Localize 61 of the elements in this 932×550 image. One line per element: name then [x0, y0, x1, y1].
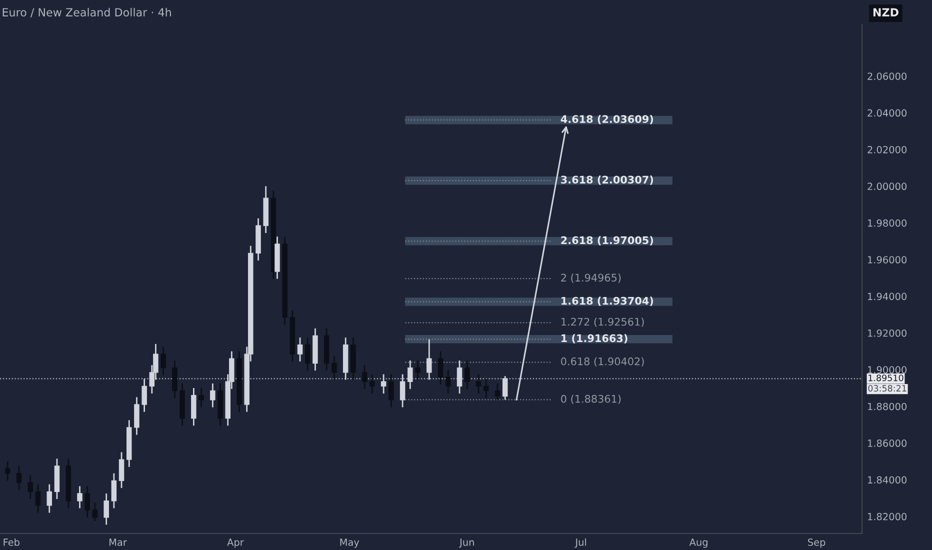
y-tick-label: 1.92000: [868, 329, 907, 337]
ref-line-label: 3.618 (2.00307): [561, 176, 654, 185]
y-tick-label: 1.86000: [868, 440, 907, 447]
candlestick: [210, 382, 216, 408]
ref-line-label: 2.618 (1.97005): [561, 236, 654, 246]
candlestick: [380, 374, 386, 394]
candlestick: [388, 374, 394, 408]
text: 03:58:21: [868, 384, 906, 392]
candlestick: [456, 360, 462, 394]
candlestick: [172, 360, 178, 399]
y-tick-label: 2.04000: [868, 109, 907, 117]
candlestick: [415, 360, 420, 380]
chart-title: Euro / New Zealand Dollar · 4h: [2, 8, 171, 18]
ref-line-label: 2 (1.94965): [561, 274, 621, 283]
y-tick-label: 1.82000: [868, 512, 907, 520]
candlestick: [118, 452, 124, 489]
ref-line-label: 1.272 (1.92561): [562, 318, 644, 327]
candlestick: [370, 374, 375, 394]
x-tick-label: Jul: [574, 538, 586, 548]
ref-line-label: 1 (1.91663): [562, 334, 628, 344]
candlestick: [476, 374, 482, 394]
candlestick: [160, 346, 166, 376]
candlestick: [502, 375, 508, 400]
candlestick: [464, 360, 470, 390]
x-tick-label: May: [340, 538, 360, 548]
ref-line-label: 4.618 (2.03609): [560, 114, 654, 124]
x-tick-label: Aug: [689, 538, 708, 548]
candlestick: [191, 387, 196, 426]
y-tick-label: 2.00000: [868, 182, 907, 190]
y-tick-label: 1.90000: [868, 366, 907, 374]
y-tick-label: 1.98000: [868, 219, 907, 227]
y-tick-label: 1.88000: [868, 402, 907, 410]
ref-line-label: 1.89510: [868, 374, 904, 382]
x-tick-label: Mar: [110, 538, 127, 546]
candlestick: [400, 374, 406, 408]
y-tick-label: 2.06000: [868, 72, 907, 80]
candlestick: [304, 336, 310, 372]
y-tick-label: 2.02000: [868, 146, 907, 154]
candlestick: [142, 378, 147, 413]
x-tick-label: Apr: [227, 538, 244, 548]
candlestick: [362, 364, 368, 390]
candlestick: [332, 355, 337, 380]
x-tick-label: Jun: [459, 538, 474, 548]
y-tick-label: 1.96000: [868, 256, 907, 264]
ref-line-label: 0 (1.88361): [561, 394, 621, 404]
candlestick: [483, 378, 489, 399]
ref-line-label: 1.618 (1.93704): [562, 296, 654, 306]
y-tick-label: 1.94000: [868, 292, 907, 300]
candlestick: [426, 338, 432, 380]
candlestick: [134, 396, 140, 436]
candlestick: [438, 350, 444, 386]
ref-line-label: 0.618 (1.90402): [561, 357, 644, 367]
candlestick: [446, 368, 451, 394]
candlestick: [198, 387, 204, 408]
x-tick-label: Sep: [808, 538, 826, 548]
candlestick: [297, 336, 303, 362]
y-axis-title: NZD: [873, 8, 898, 16]
candlestick: [494, 382, 500, 400]
x-tick-label: Feb: [4, 538, 20, 546]
candlestick: [408, 360, 413, 390]
y-tick-label: 1.84000: [868, 476, 907, 484]
